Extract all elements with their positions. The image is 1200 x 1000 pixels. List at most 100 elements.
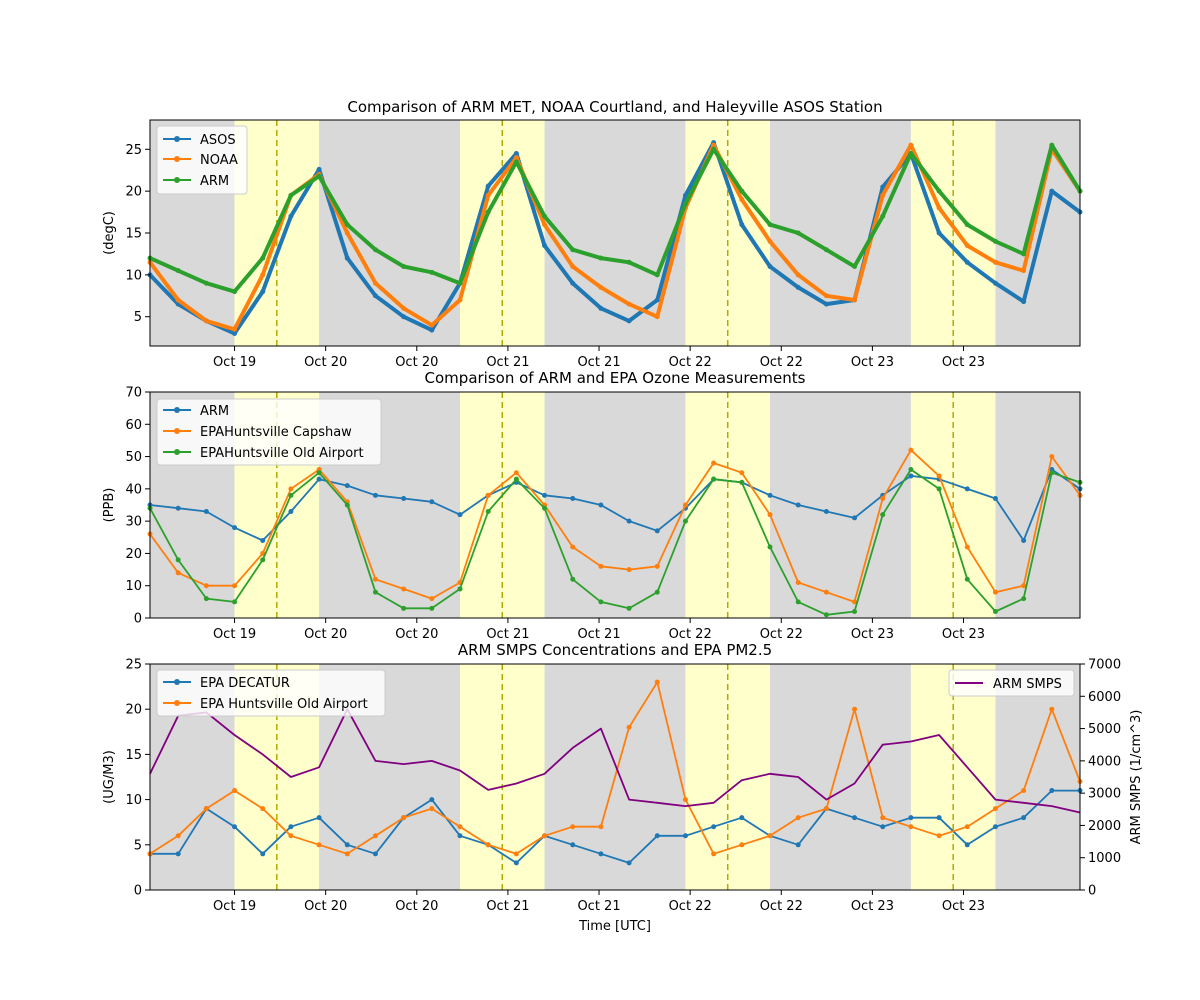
legend-label-old-airport: EPAHuntsville Old Airport [200, 446, 364, 461]
x-tick-label: Oct 22 [669, 627, 712, 642]
x-tick-label: Oct 23 [851, 627, 894, 642]
legend-label-arm: ARM [200, 404, 229, 419]
y-tick-label: 20 [125, 185, 142, 200]
data-point [542, 222, 548, 228]
data-point [767, 512, 773, 518]
data-point [880, 824, 886, 830]
data-point [936, 188, 942, 194]
data-point [316, 476, 322, 482]
x-tick-label: Oct 22 [760, 899, 803, 914]
y-axis-label: (PPB) [102, 488, 117, 523]
data-point [344, 255, 350, 261]
right-y-tick-label: 1000 [1088, 851, 1121, 866]
data-point [682, 833, 688, 839]
data-point [260, 557, 266, 563]
data-point [711, 146, 717, 152]
legend-label-noaa: NOAA [200, 153, 238, 168]
data-point [682, 192, 688, 198]
data-point [880, 512, 886, 518]
data-point [485, 508, 491, 514]
data-point [485, 192, 491, 198]
data-point [570, 824, 576, 830]
legend-box [156, 125, 248, 195]
y-axis-ticks: 0 10 20 30 40 50 60 70 [125, 386, 150, 627]
data-point [1049, 788, 1055, 794]
data-point [936, 486, 942, 492]
y-tick-label: 10 [125, 579, 142, 594]
panel-temperature: 5 10 15 20 25 Oct 19 Oct 20 Oct 20 Oct 21 Oct 21… [102, 98, 1083, 370]
data-point [711, 824, 717, 830]
right-y-axis-ticks: 0 1000 2000 3000 4000 5000 6000 7000 [1080, 658, 1121, 899]
data-point [880, 496, 886, 502]
legend-label-decatur: EPA DECATUR [200, 676, 290, 691]
data-point [316, 815, 322, 821]
data-point [203, 280, 209, 286]
data-point [598, 284, 604, 290]
y-tick-label: 70 [125, 386, 142, 401]
data-point [1049, 142, 1055, 148]
data-point [852, 599, 858, 605]
data-point [401, 496, 407, 502]
data-point [316, 470, 322, 476]
data-point [344, 230, 350, 236]
x-tick-label: Oct 21 [577, 899, 620, 914]
data-point [682, 518, 688, 524]
data-point [992, 589, 998, 595]
data-point [429, 327, 435, 333]
data-point [992, 280, 998, 286]
x-tick-label: Oct 23 [942, 627, 985, 642]
data-point [401, 586, 407, 592]
data-point [372, 851, 378, 857]
y-tick-label: 10 [125, 793, 142, 808]
data-point [711, 476, 717, 482]
data-point [598, 255, 604, 261]
x-tick-label: Oct 23 [942, 355, 985, 370]
y-tick-label: 5 [134, 310, 142, 325]
data-point [372, 247, 378, 253]
data-point [795, 230, 801, 236]
data-point [175, 570, 181, 576]
data-point [767, 833, 773, 839]
data-point [626, 724, 632, 730]
data-point [513, 470, 519, 476]
x-tick-label: Oct 20 [395, 899, 438, 914]
data-point [992, 824, 998, 830]
data-point [175, 268, 181, 274]
data-point [260, 806, 266, 812]
data-point [372, 280, 378, 286]
data-point [1021, 815, 1027, 821]
legend-label-capshaw: EPAHuntsville Capshaw [200, 425, 352, 440]
data-point [936, 205, 942, 211]
data-point [852, 297, 858, 303]
data-point [288, 508, 294, 514]
legend-marker-asos [174, 136, 180, 142]
data-point [232, 583, 238, 589]
right-y-tick-label: 2000 [1088, 819, 1121, 834]
series-line-1 [149, 449, 1081, 603]
night-band [995, 664, 1080, 890]
data-point [457, 586, 463, 592]
data-point [880, 815, 886, 821]
x-tick-label: Oct 22 [669, 355, 712, 370]
data-point [232, 599, 238, 605]
data-point [1049, 470, 1055, 476]
data-point [767, 263, 773, 269]
legend: ASOS NOAA ARM [156, 125, 248, 195]
data-point [598, 824, 604, 830]
data-point [823, 806, 829, 812]
series-line-0 [148, 140, 1082, 336]
data-point [767, 492, 773, 498]
data-point [175, 851, 181, 857]
legend-marker-arm [174, 177, 180, 183]
data-point [711, 142, 717, 148]
data-point [908, 142, 914, 148]
data-point [1021, 538, 1027, 544]
legend-label-arm: ARM [200, 174, 229, 189]
right-y-tick-label: 0 [1088, 884, 1096, 899]
data-point [260, 255, 266, 261]
data-point [513, 860, 519, 866]
data-point [739, 222, 745, 228]
data-point [260, 550, 266, 556]
data-point [852, 706, 858, 712]
data-point [288, 213, 294, 219]
